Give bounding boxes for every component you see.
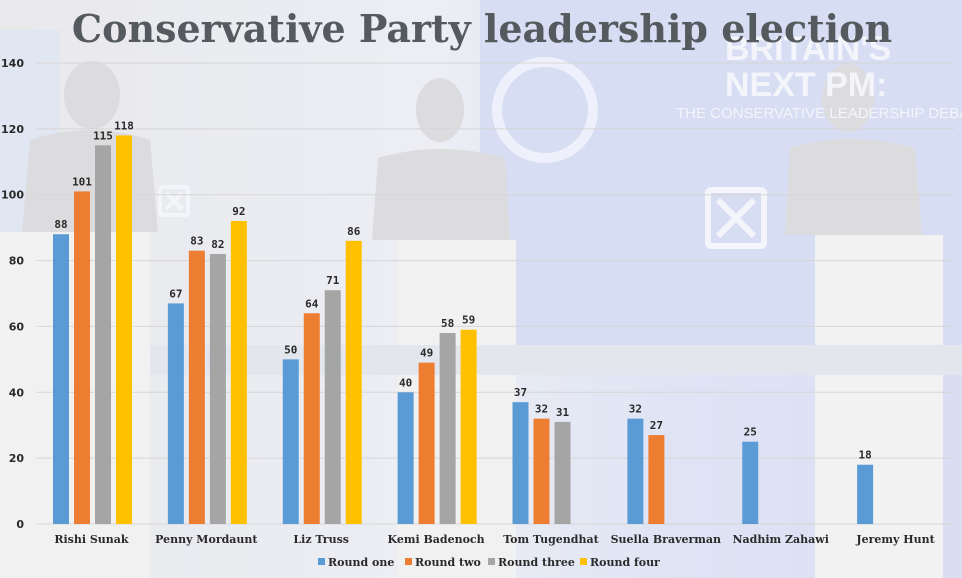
legend-swatch xyxy=(318,558,325,565)
y-tick-label: 40 xyxy=(9,386,25,399)
bar-round-four xyxy=(460,329,477,524)
bar-round-one xyxy=(512,402,529,524)
legend: Round one Round two Round three Round four xyxy=(318,556,660,569)
x-tick-label: Nadhim Zahawi xyxy=(732,533,828,546)
x-tick-label: Suella Braverman xyxy=(611,533,721,546)
ballot-x-icon xyxy=(158,185,767,249)
data-label: 83 xyxy=(190,235,203,248)
data-label: 82 xyxy=(211,238,224,251)
data-label: 88 xyxy=(54,218,67,231)
data-label: 92 xyxy=(232,205,245,218)
data-label: 64 xyxy=(305,297,319,310)
data-label: 18 xyxy=(859,449,872,462)
legend-label: Round two xyxy=(415,556,481,569)
y-tick-label: 120 xyxy=(1,123,24,136)
x-tick-label: Tom Tugendhat xyxy=(503,533,599,546)
data-label: 37 xyxy=(514,386,527,399)
bar-round-one xyxy=(282,359,299,524)
x-axis: Rishi Sunak Penny Mordaunt Liz Truss Kemi B… xyxy=(54,533,935,546)
legend-swatch xyxy=(580,558,587,565)
legend-swatch xyxy=(405,558,412,565)
bar-round-one xyxy=(53,234,69,524)
svg-text:BRITAIN'S: BRITAIN'S xyxy=(725,30,891,68)
x-tick-label: Liz Truss xyxy=(293,533,349,546)
bar-round-one xyxy=(627,418,644,524)
y-tick-label: 140 xyxy=(1,57,24,70)
bars xyxy=(53,135,874,525)
bar-round-two xyxy=(188,250,205,524)
data-label: 32 xyxy=(535,403,548,416)
legend-label: Round four xyxy=(590,556,660,569)
data-label: 50 xyxy=(284,343,297,356)
data-label: 71 xyxy=(326,274,340,287)
bar-round-two xyxy=(418,362,435,524)
bar-round-three xyxy=(439,333,456,524)
data-label: 118 xyxy=(114,119,134,132)
bar-round-two xyxy=(533,418,550,524)
data-label: 31 xyxy=(556,406,570,419)
ring-logo-icon xyxy=(492,57,598,163)
bar-round-two xyxy=(303,313,320,524)
data-label: 59 xyxy=(462,314,475,327)
y-tick-label: 100 xyxy=(1,189,24,202)
data-label: 115 xyxy=(93,129,113,142)
data-label: 27 xyxy=(650,419,663,432)
bar-round-three xyxy=(324,290,341,524)
x-tick-label: Rishi Sunak xyxy=(54,533,129,546)
svg-text:NEXT PM:: NEXT PM: xyxy=(725,66,887,104)
x-tick-label: Penny Mordaunt xyxy=(155,533,258,546)
y-tick-label: 60 xyxy=(9,320,25,333)
data-label: 86 xyxy=(347,225,361,238)
y-tick-label: 80 xyxy=(9,255,25,268)
bar-round-one xyxy=(167,303,184,524)
y-tick-label: 0 xyxy=(16,518,24,531)
svg-text:THE CONSERVATIVE LEADERSHIP DE: THE CONSERVATIVE LEADERSHIP DEBATE xyxy=(676,105,962,122)
bar-round-two xyxy=(648,435,665,524)
x-tick-label: Kemi Badenoch xyxy=(388,533,485,546)
bar-round-one xyxy=(397,392,414,524)
bar-round-three xyxy=(554,421,571,524)
legend-label: Round three xyxy=(498,556,575,569)
data-label: 58 xyxy=(441,317,454,330)
bar-round-four xyxy=(230,221,247,525)
bar-round-four xyxy=(116,135,132,524)
data-label: 25 xyxy=(744,426,757,439)
chart-title: Conservative Party leadership election xyxy=(72,6,892,51)
y-tick-label: 20 xyxy=(9,452,25,465)
legend-swatch xyxy=(488,558,495,565)
data-label: 40 xyxy=(399,376,412,389)
bar-round-two xyxy=(74,191,90,524)
x-tick-label: Jeremy Hunt xyxy=(855,533,935,546)
bar-round-one xyxy=(857,464,874,524)
bar-round-four xyxy=(345,240,362,525)
legend-label: Round one xyxy=(328,556,394,569)
data-label: 49 xyxy=(420,347,433,360)
bar-round-three xyxy=(209,253,226,524)
bar-round-three xyxy=(95,145,111,525)
data-label: 32 xyxy=(629,403,642,416)
data-label: 67 xyxy=(169,287,182,300)
y-axis: 0 20 40 60 80 100 120 140 xyxy=(1,57,24,531)
data-label: 101 xyxy=(72,175,92,188)
bar-round-one xyxy=(742,441,759,524)
